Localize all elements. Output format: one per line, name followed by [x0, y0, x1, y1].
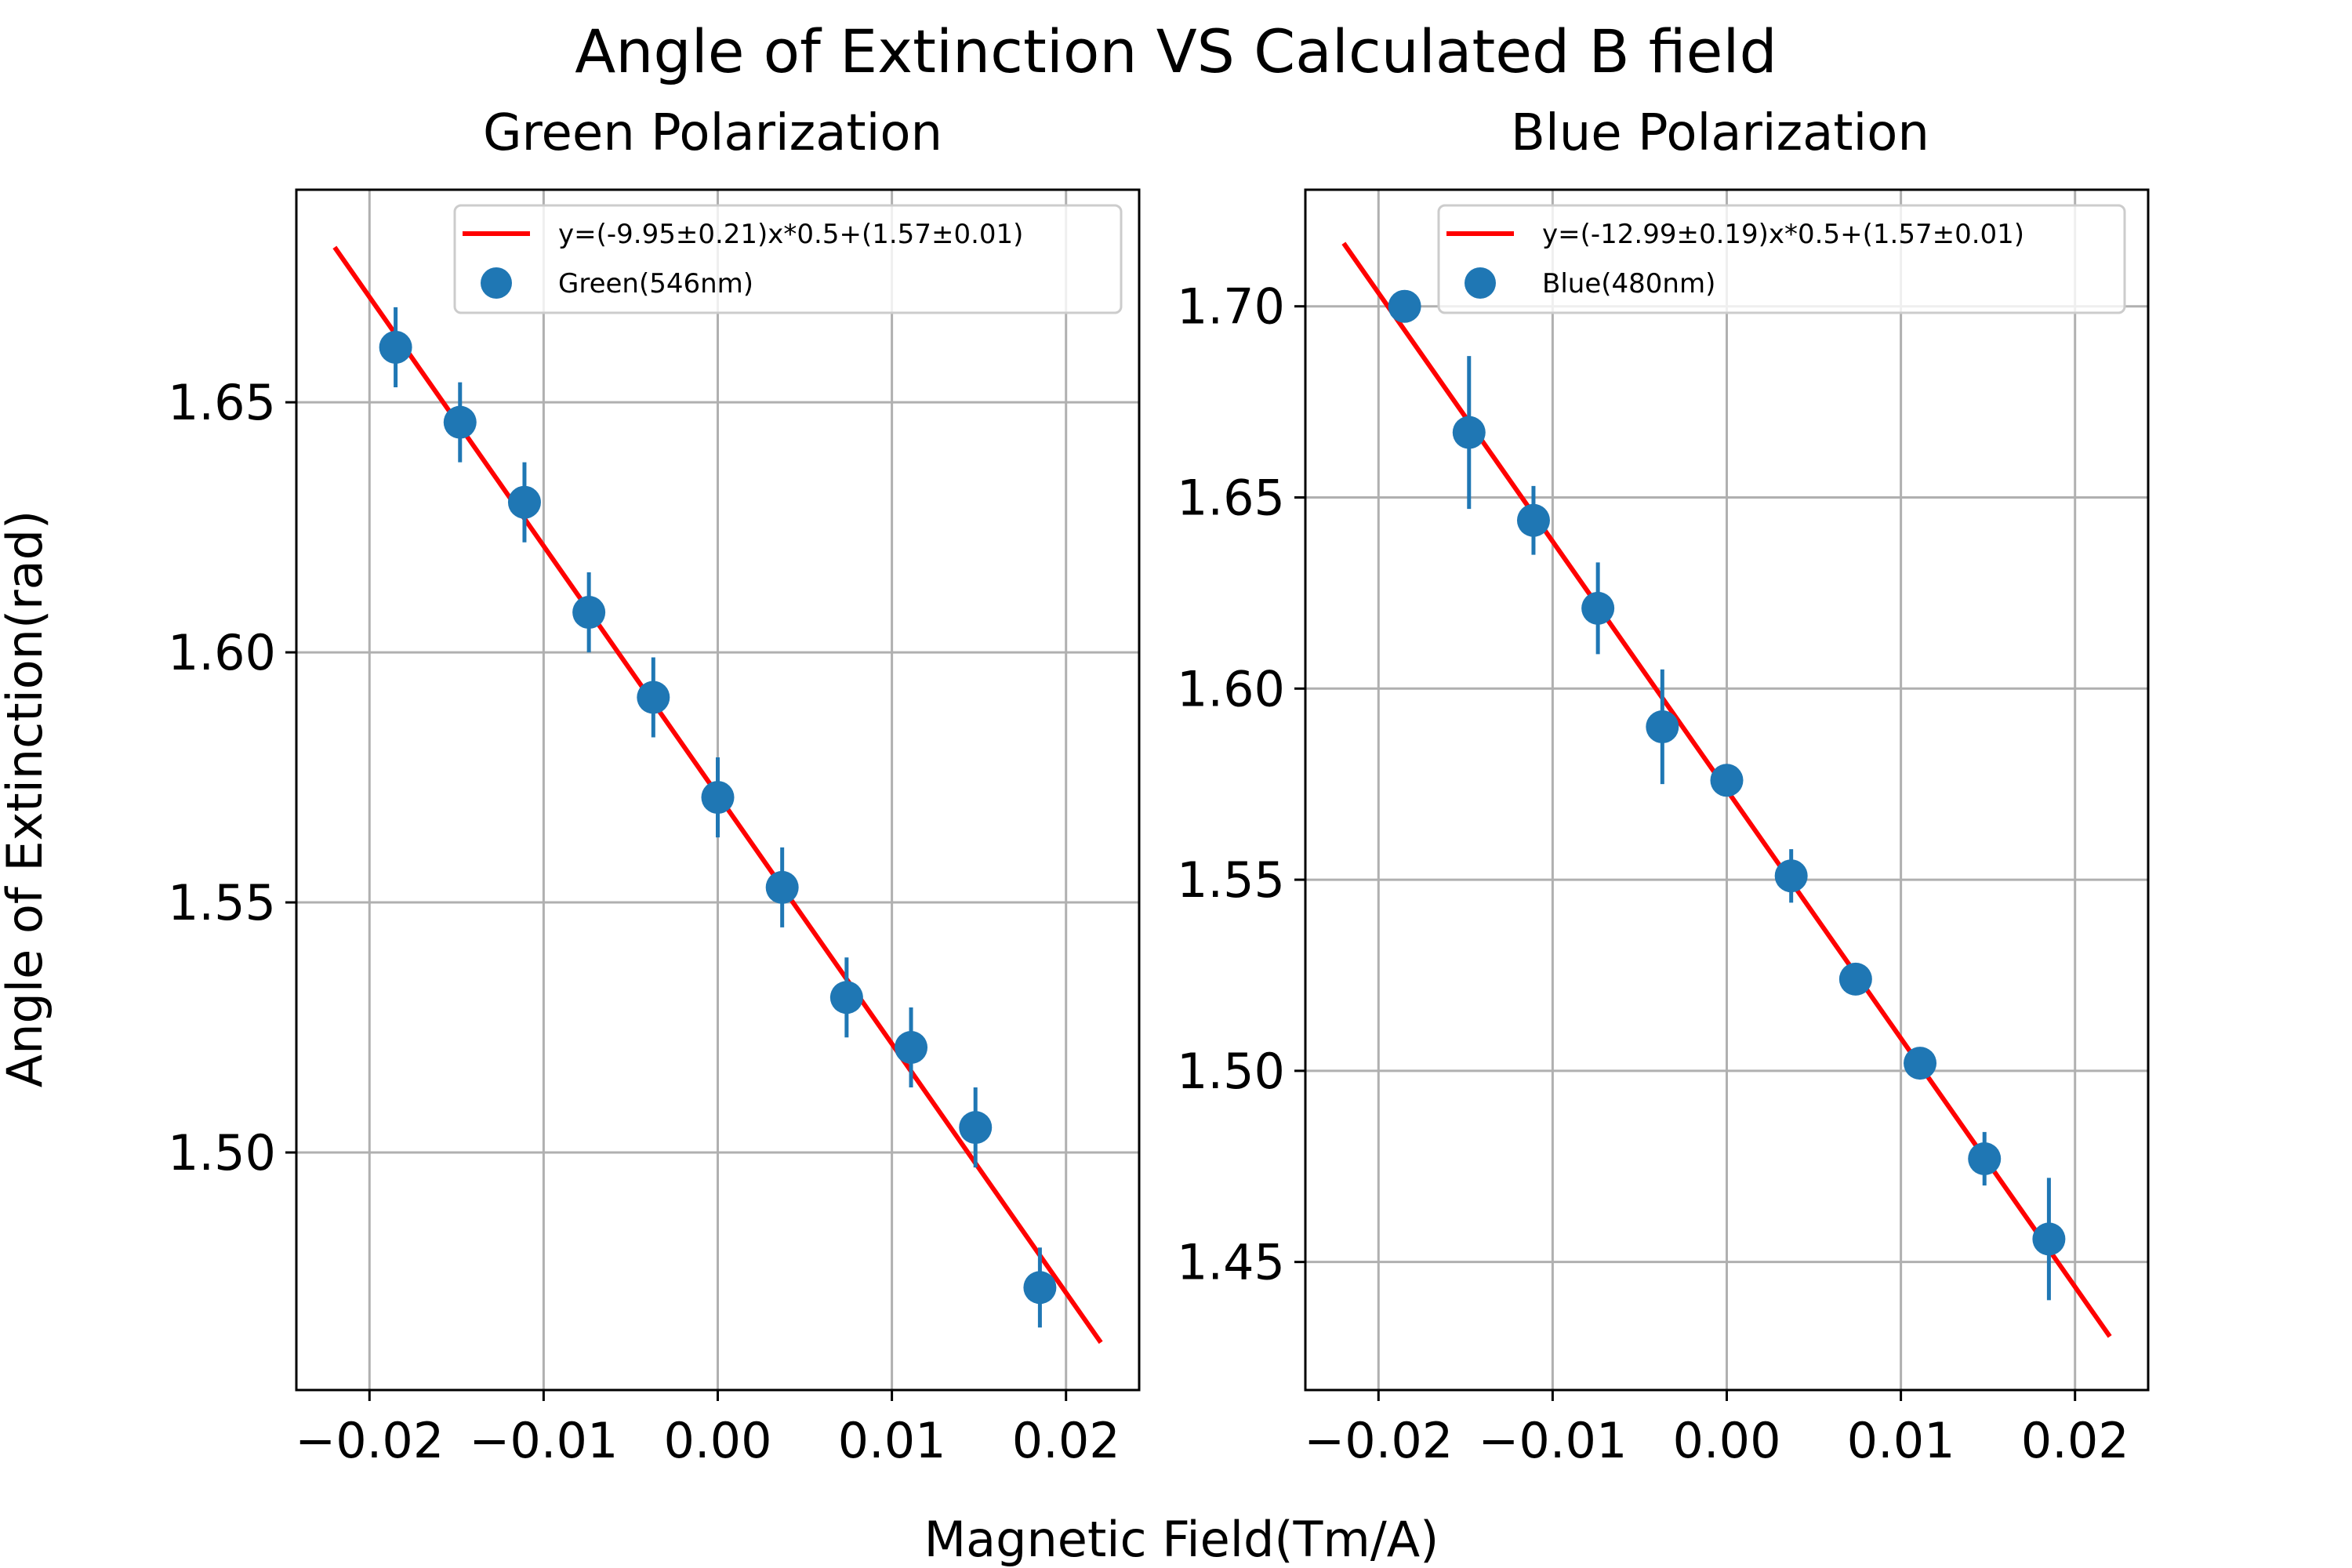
data-point	[1710, 764, 1744, 797]
y-tick-label: 1.60	[168, 624, 276, 681]
y-tick-label: 1.45	[1177, 1234, 1285, 1291]
legend-series-label: Blue(480nm)	[1542, 268, 1715, 299]
x-tick-label: 0.01	[838, 1412, 946, 1469]
data-point	[1968, 1142, 2002, 1176]
data-points	[379, 307, 1057, 1328]
x-axis-ticks: −0.02 −0.01 0.00 0.01 0.02	[295, 1390, 1120, 1469]
legend-box	[1437, 204, 2126, 314]
data-point	[637, 681, 670, 714]
legend: y=(-12.99±0.19)x*0.5+(1.57±0.01) Blue(48…	[1437, 204, 2126, 314]
data-point	[895, 1031, 928, 1065]
y-tick-label: 1.55	[1177, 851, 1285, 909]
x-tick-label: 0.02	[1012, 1412, 1120, 1469]
legend: y=(-9.95±0.21)x*0.5+(1.57±0.01) Green(54…	[453, 204, 1123, 314]
legend-box	[453, 204, 1123, 314]
y-tick-label: 1.50	[1177, 1043, 1285, 1100]
legend-fit-label: y=(-12.99±0.19)x*0.5+(1.57±0.01)	[1542, 219, 2024, 250]
x-tick-label: −0.01	[1478, 1412, 1627, 1469]
x-tick-label: 0.00	[663, 1412, 771, 1469]
data-point	[765, 870, 799, 904]
y-axis-ticks: 1.45 1.50 1.55 1.60 1.65 1.70	[1177, 278, 1305, 1291]
legend-fit-label: y=(-9.95±0.21)x*0.5+(1.57±0.01)	[558, 219, 1023, 250]
x-tick-label: −0.02	[1304, 1412, 1453, 1469]
legend-series-label: Green(546nm)	[558, 268, 753, 299]
data-point	[379, 330, 412, 364]
subplot-blue: Blue Polarization −0.02 −0.01 0.00 0.01 0.02…	[1177, 104, 2150, 1469]
y-tick-label: 1.55	[168, 874, 276, 931]
x-tick-label: −0.02	[295, 1412, 444, 1469]
data-point	[829, 981, 863, 1014]
x-tick-label: −0.01	[469, 1412, 618, 1469]
x-tick-label: 0.00	[1672, 1412, 1780, 1469]
data-point	[572, 596, 606, 630]
legend-series-marker	[481, 267, 512, 299]
subplot-title: Blue Polarization	[1511, 104, 1929, 162]
figure-xlabel: Magnetic Field(Tm/A)	[924, 1511, 1439, 1568]
y-tick-label: 1.60	[1177, 660, 1285, 717]
figure-ylabel: Angle of Extinction(rad)	[0, 510, 53, 1087]
data-point	[1646, 710, 1679, 744]
x-tick-label: 0.02	[2021, 1412, 2129, 1469]
subplot-green: Green Polarization −0.02 −0.01 0.00 0.01 0.0…	[168, 104, 1141, 1469]
y-tick-label: 1.70	[1177, 278, 1285, 336]
subplot-title: Green Polarization	[483, 104, 942, 162]
data-point	[1904, 1047, 1937, 1080]
legend-series-marker	[1465, 267, 1496, 299]
data-point	[1388, 289, 1421, 323]
y-tick-label: 1.50	[168, 1124, 276, 1181]
data-point	[1516, 503, 1550, 537]
data-point	[1452, 416, 1486, 449]
x-axis-ticks: −0.02 −0.01 0.00 0.01 0.02	[1304, 1390, 2129, 1469]
data-point	[959, 1111, 993, 1145]
figure-suptitle: Angle of Extinction VS Calculated B fiel…	[575, 16, 1777, 86]
y-tick-label: 1.65	[1177, 470, 1285, 527]
data-point	[507, 485, 541, 519]
y-tick-label: 1.65	[168, 374, 276, 431]
y-axis-ticks: 1.50 1.55 1.60 1.65	[168, 374, 296, 1181]
x-tick-label: 0.01	[1847, 1412, 1955, 1469]
data-point	[2032, 1222, 2066, 1256]
data-point	[1838, 962, 1872, 996]
data-points	[1388, 289, 2066, 1301]
data-point	[701, 781, 735, 815]
data-point	[1774, 859, 1808, 893]
data-point	[1023, 1271, 1057, 1305]
data-point	[443, 405, 477, 439]
data-point	[1581, 591, 1615, 625]
